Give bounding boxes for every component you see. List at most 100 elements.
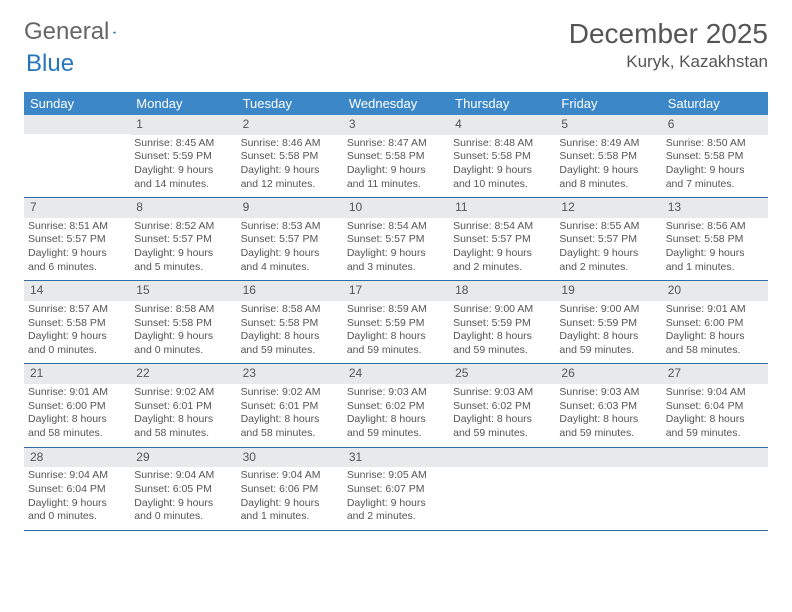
day-body: Sunrise: 9:02 AMSunset: 6:01 PMDaylight:… <box>237 384 343 447</box>
day-body: Sunrise: 8:50 AMSunset: 5:58 PMDaylight:… <box>662 135 768 198</box>
dow-header-cell: Monday <box>130 92 236 115</box>
day-cell <box>555 448 661 530</box>
dow-header-cell: Sunday <box>24 92 130 115</box>
day-cell: 27Sunrise: 9:04 AMSunset: 6:04 PMDayligh… <box>662 364 768 446</box>
week-row: 14Sunrise: 8:57 AMSunset: 5:58 PMDayligh… <box>24 281 768 364</box>
day-body: Sunrise: 9:00 AMSunset: 5:59 PMDaylight:… <box>555 301 661 364</box>
day-number: 20 <box>662 281 768 301</box>
day-number: 13 <box>662 198 768 218</box>
day-body: Sunrise: 8:55 AMSunset: 5:57 PMDaylight:… <box>555 218 661 281</box>
day-body: Sunrise: 9:03 AMSunset: 6:02 PMDaylight:… <box>449 384 555 447</box>
dow-header-row: SundayMondayTuesdayWednesdayThursdayFrid… <box>24 92 768 115</box>
month-title: December 2025 <box>569 18 768 50</box>
day-cell: 7Sunrise: 8:51 AMSunset: 5:57 PMDaylight… <box>24 198 130 280</box>
day-body: Sunrise: 9:04 AMSunset: 6:05 PMDaylight:… <box>130 467 236 530</box>
day-cell: 11Sunrise: 8:54 AMSunset: 5:57 PMDayligh… <box>449 198 555 280</box>
day-cell: 24Sunrise: 9:03 AMSunset: 6:02 PMDayligh… <box>343 364 449 446</box>
day-number: 19 <box>555 281 661 301</box>
day-cell: 14Sunrise: 8:57 AMSunset: 5:58 PMDayligh… <box>24 281 130 363</box>
day-cell: 28Sunrise: 9:04 AMSunset: 6:04 PMDayligh… <box>24 448 130 530</box>
day-cell: 25Sunrise: 9:03 AMSunset: 6:02 PMDayligh… <box>449 364 555 446</box>
day-cell: 15Sunrise: 8:58 AMSunset: 5:58 PMDayligh… <box>130 281 236 363</box>
day-cell: 17Sunrise: 8:59 AMSunset: 5:59 PMDayligh… <box>343 281 449 363</box>
day-cell <box>662 448 768 530</box>
day-cell: 23Sunrise: 9:02 AMSunset: 6:01 PMDayligh… <box>237 364 343 446</box>
day-number: 21 <box>24 364 130 384</box>
day-cell: 5Sunrise: 8:49 AMSunset: 5:58 PMDaylight… <box>555 115 661 197</box>
calendar-grid: SundayMondayTuesdayWednesdayThursdayFrid… <box>24 92 768 531</box>
day-body: Sunrise: 9:04 AMSunset: 6:04 PMDaylight:… <box>662 384 768 447</box>
day-number: 1 <box>130 115 236 135</box>
brand-logo: General <box>24 18 135 46</box>
day-number: 16 <box>237 281 343 301</box>
day-cell: 16Sunrise: 8:58 AMSunset: 5:58 PMDayligh… <box>237 281 343 363</box>
dow-header-cell: Saturday <box>662 92 768 115</box>
day-number: 2 <box>237 115 343 135</box>
day-body: Sunrise: 8:57 AMSunset: 5:58 PMDaylight:… <box>24 301 130 364</box>
day-body: Sunrise: 9:01 AMSunset: 6:00 PMDaylight:… <box>662 301 768 364</box>
day-body: Sunrise: 8:48 AMSunset: 5:58 PMDaylight:… <box>449 135 555 198</box>
day-body: Sunrise: 8:46 AMSunset: 5:58 PMDaylight:… <box>237 135 343 198</box>
day-number: 27 <box>662 364 768 384</box>
day-cell: 6Sunrise: 8:50 AMSunset: 5:58 PMDaylight… <box>662 115 768 197</box>
day-body: Sunrise: 8:53 AMSunset: 5:57 PMDaylight:… <box>237 218 343 281</box>
day-body: Sunrise: 8:58 AMSunset: 5:58 PMDaylight:… <box>130 301 236 364</box>
day-body: Sunrise: 9:00 AMSunset: 5:59 PMDaylight:… <box>449 301 555 364</box>
day-number: 24 <box>343 364 449 384</box>
day-cell: 3Sunrise: 8:47 AMSunset: 5:58 PMDaylight… <box>343 115 449 197</box>
day-number: 23 <box>237 364 343 384</box>
day-number: 9 <box>237 198 343 218</box>
day-body: Sunrise: 8:47 AMSunset: 5:58 PMDaylight:… <box>343 135 449 198</box>
dow-header-cell: Wednesday <box>343 92 449 115</box>
day-cell: 10Sunrise: 8:54 AMSunset: 5:57 PMDayligh… <box>343 198 449 280</box>
brand-text-general: General <box>24 18 109 46</box>
day-body: Sunrise: 9:04 AMSunset: 6:06 PMDaylight:… <box>237 467 343 530</box>
day-body: Sunrise: 8:52 AMSunset: 5:57 PMDaylight:… <box>130 218 236 281</box>
brand-mark-icon <box>113 24 116 40</box>
day-cell: 31Sunrise: 9:05 AMSunset: 6:07 PMDayligh… <box>343 448 449 530</box>
day-number-empty <box>24 115 130 134</box>
day-cell <box>449 448 555 530</box>
title-block: December 2025 Kuryk, Kazakhstan <box>569 18 768 72</box>
week-row: 7Sunrise: 8:51 AMSunset: 5:57 PMDaylight… <box>24 198 768 281</box>
day-cell: 19Sunrise: 9:00 AMSunset: 5:59 PMDayligh… <box>555 281 661 363</box>
day-number-empty <box>662 448 768 467</box>
location-subtitle: Kuryk, Kazakhstan <box>569 52 768 72</box>
day-body: Sunrise: 9:05 AMSunset: 6:07 PMDaylight:… <box>343 467 449 530</box>
day-body: Sunrise: 8:54 AMSunset: 5:57 PMDaylight:… <box>343 218 449 281</box>
day-number: 7 <box>24 198 130 218</box>
day-number: 17 <box>343 281 449 301</box>
day-number: 29 <box>130 448 236 468</box>
day-number: 5 <box>555 115 661 135</box>
day-cell: 22Sunrise: 9:02 AMSunset: 6:01 PMDayligh… <box>130 364 236 446</box>
day-number: 28 <box>24 448 130 468</box>
day-number: 25 <box>449 364 555 384</box>
day-number: 6 <box>662 115 768 135</box>
day-cell: 20Sunrise: 9:01 AMSunset: 6:00 PMDayligh… <box>662 281 768 363</box>
dow-header-cell: Tuesday <box>237 92 343 115</box>
day-number: 26 <box>555 364 661 384</box>
day-body: Sunrise: 9:01 AMSunset: 6:00 PMDaylight:… <box>24 384 130 447</box>
day-number: 15 <box>130 281 236 301</box>
day-body: Sunrise: 8:45 AMSunset: 5:59 PMDaylight:… <box>130 135 236 198</box>
day-cell: 9Sunrise: 8:53 AMSunset: 5:57 PMDaylight… <box>237 198 343 280</box>
day-number-empty <box>449 448 555 467</box>
day-body: Sunrise: 8:54 AMSunset: 5:57 PMDaylight:… <box>449 218 555 281</box>
day-cell <box>24 115 130 197</box>
day-cell: 2Sunrise: 8:46 AMSunset: 5:58 PMDaylight… <box>237 115 343 197</box>
dow-header-cell: Friday <box>555 92 661 115</box>
day-cell: 26Sunrise: 9:03 AMSunset: 6:03 PMDayligh… <box>555 364 661 446</box>
day-body: Sunrise: 8:56 AMSunset: 5:58 PMDaylight:… <box>662 218 768 281</box>
day-cell: 4Sunrise: 8:48 AMSunset: 5:58 PMDaylight… <box>449 115 555 197</box>
dow-header-cell: Thursday <box>449 92 555 115</box>
day-number-empty <box>555 448 661 467</box>
day-body: Sunrise: 8:59 AMSunset: 5:59 PMDaylight:… <box>343 301 449 364</box>
week-row: 21Sunrise: 9:01 AMSunset: 6:00 PMDayligh… <box>24 364 768 447</box>
day-cell: 30Sunrise: 9:04 AMSunset: 6:06 PMDayligh… <box>237 448 343 530</box>
day-number: 3 <box>343 115 449 135</box>
day-number: 22 <box>130 364 236 384</box>
week-row: 28Sunrise: 9:04 AMSunset: 6:04 PMDayligh… <box>24 448 768 531</box>
day-body: Sunrise: 8:49 AMSunset: 5:58 PMDaylight:… <box>555 135 661 198</box>
day-number: 18 <box>449 281 555 301</box>
day-cell: 12Sunrise: 8:55 AMSunset: 5:57 PMDayligh… <box>555 198 661 280</box>
